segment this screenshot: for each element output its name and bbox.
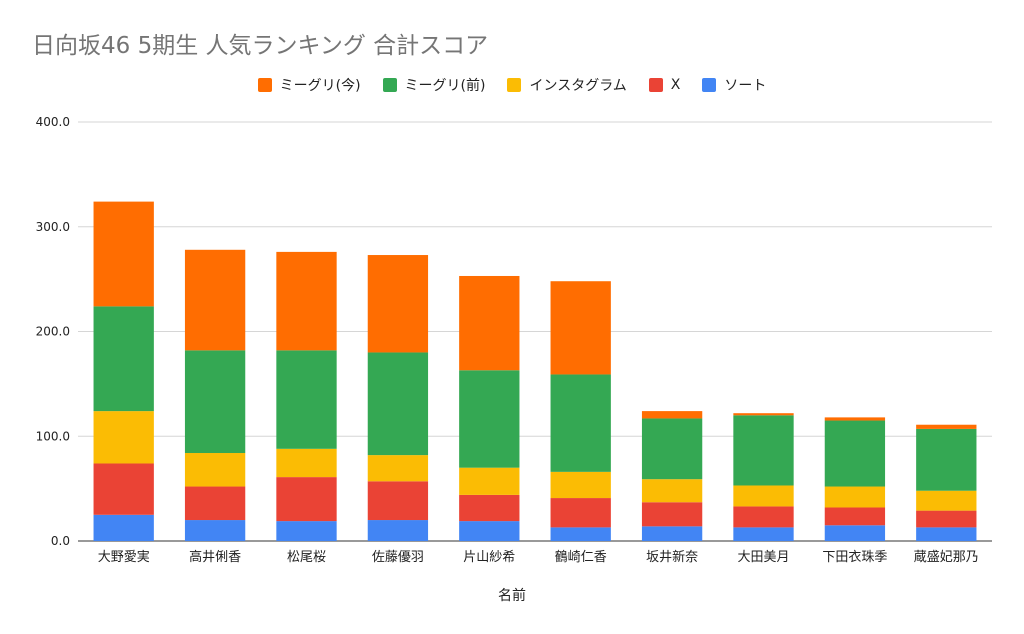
chart-title: 日向坂46 5期生 人気ランキング 合計スコア: [32, 33, 489, 59]
legend-label: ミーグリ(前): [404, 78, 486, 94]
bar-segment: [184, 520, 246, 541]
bar-segment: [367, 481, 429, 521]
bar-segment: [550, 498, 611, 528]
bar-segment: [824, 417, 886, 421]
bar-segment: [276, 477, 337, 522]
bar-segment: [916, 490, 977, 511]
legend-label: ソート: [724, 78, 767, 94]
y-tick-label: 0.0: [51, 534, 70, 548]
bar-segment: [916, 428, 977, 491]
bar-segment: [367, 520, 429, 541]
bar-segment: [276, 350, 337, 449]
legend-item: X: [648, 77, 681, 93]
x-tick-label: 坂井新奈: [646, 549, 698, 565]
legend-label: X: [670, 77, 681, 93]
bar-segment: [93, 306, 154, 412]
bar-segment: [276, 448, 337, 478]
legend-swatch: [257, 78, 272, 92]
bar-segment: [459, 370, 520, 468]
bar-segment: [550, 281, 611, 375]
bar-segment: [367, 352, 429, 456]
bar-segment: [733, 415, 794, 486]
legend-label: ミーグリ(今): [279, 78, 361, 94]
x-tick-label: 蔵盛妃那乃: [914, 550, 979, 565]
bar-segment: [550, 471, 611, 499]
legend-item: インスタグラム: [507, 75, 627, 95]
bar-segment: [733, 413, 794, 416]
chart-legend: ミーグリ(今) ミーグリ(前) インスタグラム X ソート: [0, 74, 1024, 96]
legend-swatch: [507, 78, 522, 92]
bar-segment: [93, 411, 154, 464]
x-tick-label: 佐藤優羽: [372, 550, 424, 565]
bar-segment: [459, 467, 520, 495]
bar-segment: [184, 486, 246, 521]
legend-item: ソート: [702, 75, 766, 95]
x-tick-label: 大田美月: [737, 550, 789, 565]
bar-segment: [93, 514, 154, 541]
bar-segment: [641, 526, 703, 541]
bar-segment: [93, 201, 154, 307]
bar-segment: [824, 525, 886, 541]
bar-segment: [367, 255, 429, 353]
legend-label: インスタグラム: [529, 78, 627, 94]
x-tick-label: 高井俐香: [189, 549, 241, 565]
legend-item: ミーグリ(前): [382, 75, 486, 95]
y-tick-label: 200.0: [36, 325, 70, 339]
legend-swatch: [648, 78, 663, 92]
bar-segment: [733, 527, 794, 541]
y-tick-label: 400.0: [36, 115, 70, 129]
bar-segment: [641, 479, 703, 503]
bar-segment: [93, 463, 154, 515]
x-tick-label: 鶴崎仁香: [555, 549, 607, 565]
x-tick-label: 大野愛実: [98, 549, 150, 565]
x-tick-label: 下田衣珠季: [822, 549, 887, 565]
bar-segment: [184, 453, 246, 487]
bar-segment: [459, 494, 520, 522]
bar-segment: [916, 510, 977, 528]
bar-segment: [824, 420, 886, 487]
bar-segment: [276, 251, 337, 351]
bar-segment: [733, 506, 794, 528]
y-tick-label: 300.0: [36, 220, 70, 234]
bar-segment: [550, 374, 611, 472]
bar-segment: [276, 521, 337, 541]
x-axis-title: 名前: [498, 588, 526, 604]
bar-segment: [367, 455, 429, 482]
x-tick-label: 片山紗希: [463, 550, 515, 565]
bar-segment: [824, 486, 886, 508]
bar-segment: [916, 527, 977, 541]
legend-item: ミーグリ(今): [257, 75, 361, 95]
bar-segment: [733, 485, 794, 507]
bar-segment: [824, 507, 886, 526]
bar-segment: [459, 275, 520, 371]
bar-segment: [550, 527, 611, 541]
bar-segment: [459, 521, 520, 541]
bar-segment: [184, 249, 246, 351]
legend-swatch: [382, 78, 397, 92]
bar-segment: [641, 411, 703, 419]
bar-segment: [184, 350, 246, 454]
y-tick-label: 100.0: [36, 429, 70, 443]
bar-segment: [916, 424, 977, 429]
bar-segment: [641, 418, 703, 480]
bar-segment: [641, 502, 703, 527]
x-tick-label: 松尾桜: [287, 550, 326, 565]
legend-swatch: [702, 78, 717, 92]
